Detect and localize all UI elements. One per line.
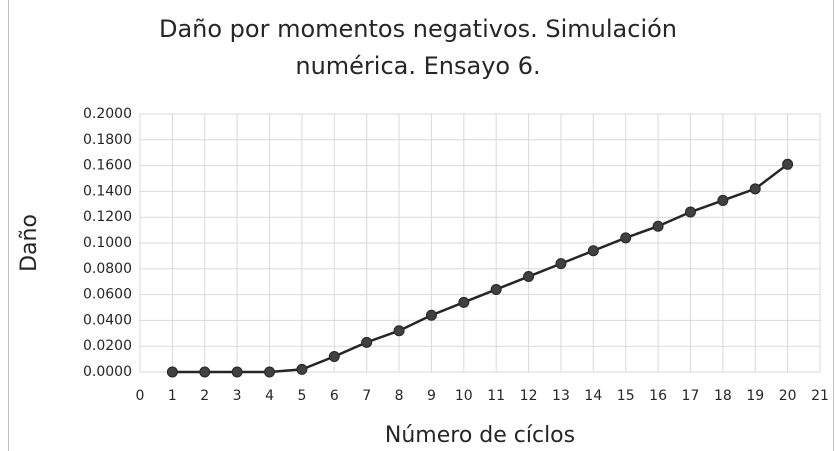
- y-tick-label: 0.0400: [83, 312, 132, 328]
- x-tick-label: 0: [136, 388, 145, 404]
- data-point: [490, 283, 502, 295]
- data-point: [425, 309, 437, 321]
- x-tick-label: 4: [265, 388, 274, 404]
- data-point: [264, 366, 276, 378]
- chart-title: numérica. Ensayo 6.: [295, 52, 540, 80]
- data-point: [199, 366, 211, 378]
- x-axis-label: Número de cíclos: [385, 423, 575, 448]
- y-tick-label: 0.1000: [83, 235, 132, 251]
- y-tick-label: 0.0600: [83, 287, 132, 303]
- x-tick-label: 14: [584, 388, 602, 404]
- y-tick-label: 0.0200: [83, 338, 132, 354]
- data-point: [166, 366, 178, 378]
- x-tick-label: 5: [297, 388, 306, 404]
- data-point: [749, 183, 761, 195]
- y-tick-label: 0.1200: [83, 209, 132, 225]
- data-point: [684, 206, 696, 218]
- x-tick-label: 13: [552, 388, 570, 404]
- x-tick-label: 1: [168, 388, 177, 404]
- x-tick-label: 17: [682, 388, 700, 404]
- y-tick-label: 0.0800: [83, 261, 132, 277]
- x-tick-label: 12: [520, 388, 538, 404]
- x-tick-label: 21: [811, 388, 829, 404]
- x-tick-label: 11: [487, 388, 505, 404]
- x-tick-label: 8: [395, 388, 404, 404]
- y-tick-label: 0.0000: [83, 364, 132, 380]
- data-point: [296, 363, 308, 375]
- x-tick-label: 19: [746, 388, 764, 404]
- data-point: [361, 336, 373, 348]
- data-point: [717, 194, 729, 206]
- x-tick-label: 10: [455, 388, 473, 404]
- data-point: [458, 296, 470, 308]
- x-tick-label: 2: [200, 388, 209, 404]
- data-point: [620, 232, 632, 244]
- y-tick-label: 0.1800: [83, 132, 132, 148]
- x-tick-label: 9: [427, 388, 436, 404]
- y-tick-label: 0.1600: [83, 158, 132, 174]
- x-tick-label: 20: [779, 388, 797, 404]
- y-axis-label: Daño: [17, 214, 42, 272]
- chart-title: Daño por momentos negativos. Simulación: [159, 15, 677, 43]
- data-point: [231, 366, 243, 378]
- data-point: [555, 258, 567, 270]
- y-tick-label: 0.1400: [83, 183, 132, 199]
- y-tick-label: 0.2000: [83, 106, 132, 122]
- x-tick-label: 7: [362, 388, 371, 404]
- data-point: [587, 245, 599, 257]
- data-point: [393, 325, 405, 337]
- chart-frame: [8, 0, 834, 451]
- data-point: [328, 351, 340, 363]
- data-point: [652, 220, 664, 232]
- x-tick-label: 15: [617, 388, 635, 404]
- x-tick-label: 6: [330, 388, 339, 404]
- x-tick-label: 3: [233, 388, 242, 404]
- x-tick-label: 18: [714, 388, 732, 404]
- data-point: [782, 158, 794, 170]
- data-point: [523, 271, 535, 283]
- x-tick-label: 16: [649, 388, 667, 404]
